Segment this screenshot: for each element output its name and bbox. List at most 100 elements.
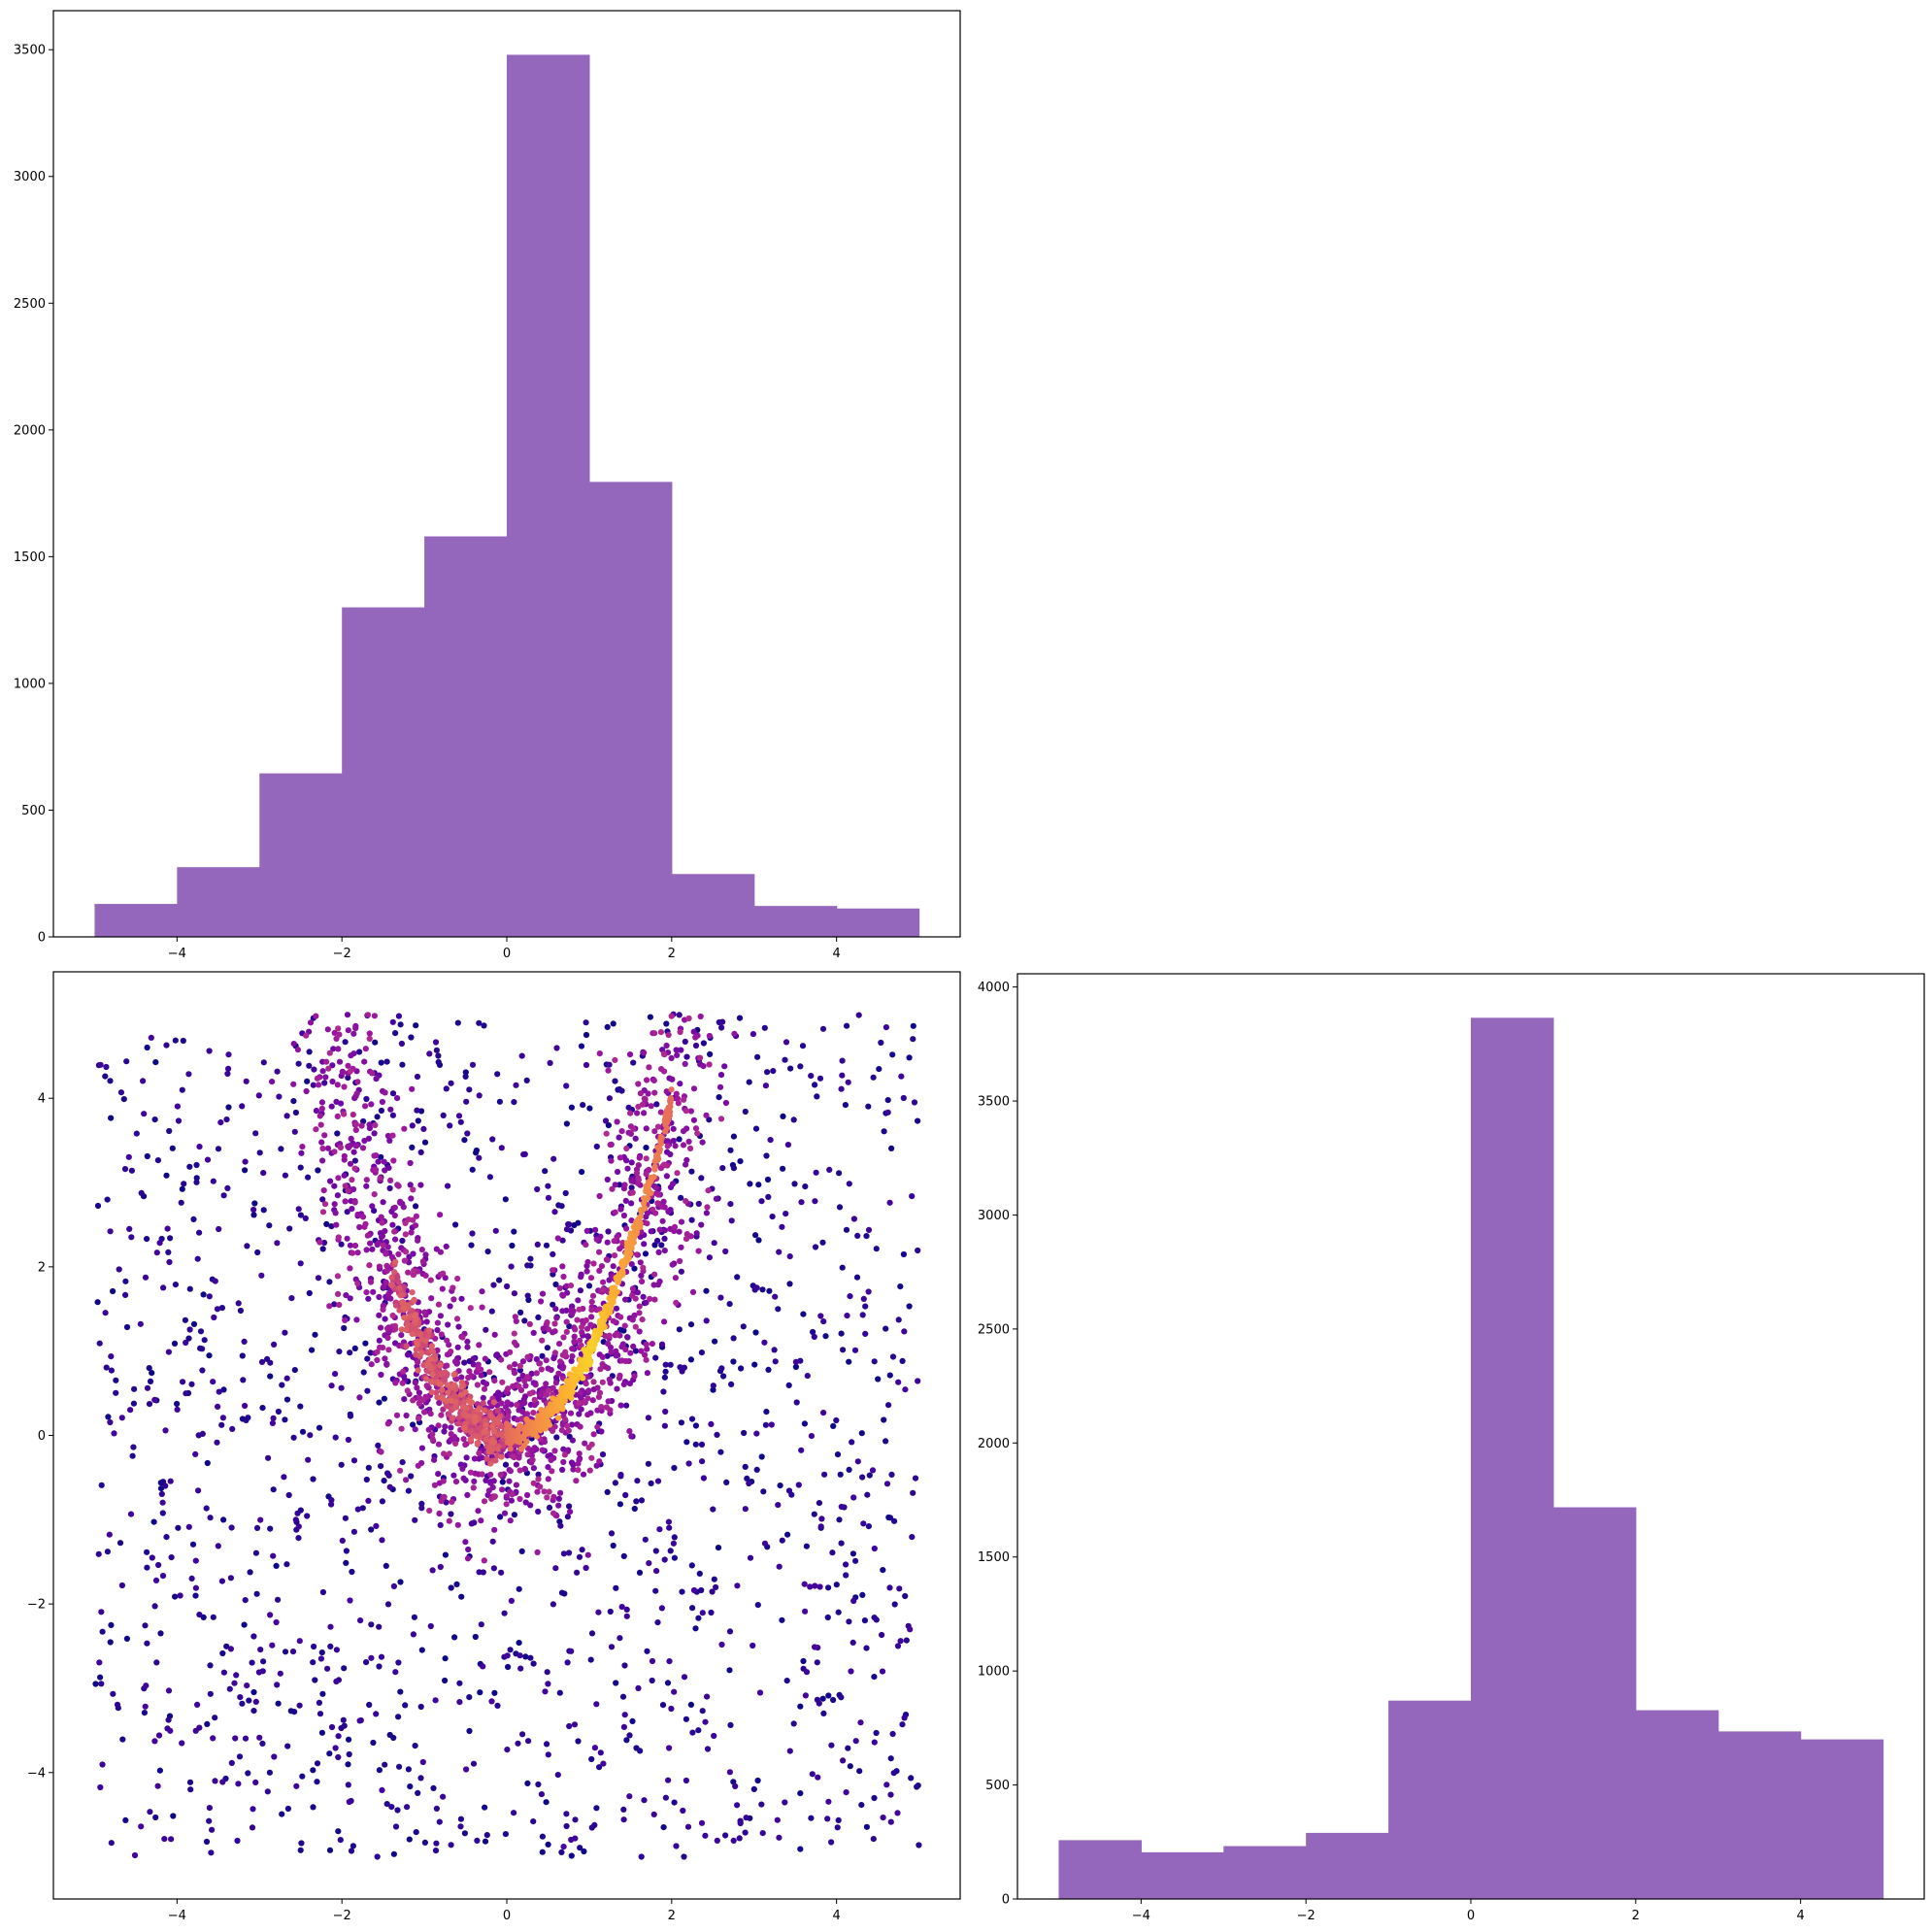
scatter-point — [552, 1380, 560, 1386]
scatter-point — [345, 1062, 351, 1069]
scatter-point — [448, 1349, 454, 1355]
scatter-point — [299, 1773, 306, 1780]
scatter-point — [206, 1293, 213, 1300]
scatter-point — [808, 1073, 815, 1080]
scatter-point — [113, 1377, 119, 1383]
scatter-point — [138, 1189, 145, 1196]
scatter-point — [240, 1377, 247, 1383]
scatter-point — [331, 1301, 338, 1308]
scatter-point — [856, 1768, 863, 1775]
scatter-point — [215, 1543, 221, 1549]
scatter-point — [345, 1027, 351, 1034]
scatter-point — [395, 1279, 402, 1285]
scatter-point — [416, 1389, 422, 1396]
scatter-point — [628, 1184, 635, 1191]
scatter-point — [270, 1486, 277, 1493]
scatter-point — [516, 1422, 524, 1429]
scatter-point — [235, 1300, 242, 1307]
scatter-point — [346, 1736, 352, 1743]
scatter-point — [644, 1210, 651, 1216]
scatter-point — [504, 1399, 511, 1406]
scatter-point — [556, 1689, 563, 1696]
scatter-point — [384, 1325, 391, 1332]
scatter-point — [690, 1028, 697, 1035]
scatter-point — [295, 1523, 302, 1530]
scatter-point — [545, 1387, 552, 1394]
scatter-point — [98, 1681, 105, 1687]
scatter-point — [151, 1603, 158, 1610]
scatter-point — [609, 1284, 616, 1292]
scatter-point — [408, 1473, 415, 1480]
scatter-point — [179, 1086, 185, 1093]
scatter-point — [370, 1288, 377, 1295]
scatter-point — [662, 1794, 670, 1801]
scatter-point — [404, 1387, 411, 1394]
scatter-point — [804, 1373, 811, 1380]
scatter-point — [107, 1639, 114, 1646]
scatter-point — [358, 1122, 365, 1129]
scatter-point — [297, 1847, 304, 1853]
scatter-point — [632, 1348, 640, 1354]
scatter-point — [165, 1249, 172, 1255]
scatter-point — [883, 1782, 890, 1788]
scatter-point — [351, 1242, 359, 1249]
scatter-point — [777, 1482, 783, 1489]
scatter-point — [642, 1351, 649, 1358]
scatter-point — [123, 1323, 131, 1331]
scatter-point — [226, 1685, 233, 1692]
scatter-point — [683, 1236, 690, 1243]
scatter-point — [378, 1153, 384, 1160]
scatter-point — [623, 1250, 630, 1257]
scatter-point — [702, 1718, 709, 1725]
scatter-point — [602, 1303, 609, 1311]
scatter-point — [494, 1702, 501, 1709]
scatter-point — [310, 1659, 316, 1666]
scatter-point — [375, 1240, 382, 1247]
scatter-point — [605, 1398, 612, 1405]
scatter-point — [685, 1015, 692, 1022]
scatter-point — [812, 1582, 818, 1589]
scatter-point — [448, 1584, 454, 1591]
scatter-point — [641, 1049, 648, 1056]
scatter-point — [329, 1078, 336, 1085]
scatter-point — [356, 1223, 363, 1231]
scatter-point — [439, 1285, 446, 1292]
scatter-point — [412, 1516, 418, 1523]
scatter-point — [884, 1109, 891, 1116]
scatter-point — [543, 1799, 550, 1806]
scatter-point — [383, 1801, 390, 1808]
scatter-point — [153, 1659, 160, 1666]
scatter-point — [623, 1613, 630, 1619]
scatter-point — [407, 1313, 414, 1319]
scatter-point — [683, 1715, 690, 1722]
scatter-point — [353, 1316, 360, 1323]
scatter-point — [380, 1242, 386, 1249]
scatter-point — [622, 1197, 629, 1204]
scatter-point — [495, 1431, 502, 1438]
scatter-point — [133, 1130, 140, 1137]
scatter-point — [636, 1303, 643, 1310]
scatter-point — [765, 1366, 772, 1373]
scatter-point — [617, 1206, 624, 1213]
scatter-point — [478, 1372, 484, 1379]
scatter-point — [410, 1216, 416, 1223]
scatter-point — [708, 1420, 715, 1427]
scatter-point — [616, 1501, 624, 1508]
scatter-point — [479, 1471, 485, 1478]
histogram-bar — [1635, 1710, 1719, 1899]
scatter-point — [715, 1545, 722, 1551]
scatter-point — [458, 1593, 465, 1600]
scatter-point — [374, 1356, 381, 1364]
scatter-point — [224, 1184, 231, 1191]
scatter-point — [606, 1295, 613, 1302]
scatter-point — [210, 1735, 217, 1742]
scatter-point — [130, 1400, 137, 1407]
scatter-point — [576, 1553, 583, 1560]
scatter-point — [354, 1249, 361, 1256]
scatter-point — [860, 1295, 867, 1302]
scatter-point — [556, 1284, 563, 1291]
scatter-point — [435, 1301, 442, 1308]
scatter-point — [487, 1460, 494, 1467]
scatter-point — [363, 1476, 370, 1483]
scatter-point — [290, 1081, 297, 1087]
